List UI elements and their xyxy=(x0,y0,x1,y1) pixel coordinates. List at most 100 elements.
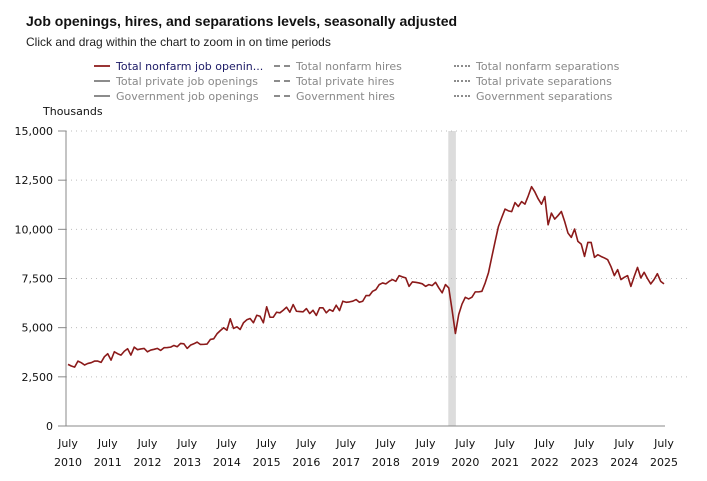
x-tick-label-month: July xyxy=(97,437,118,450)
data-point xyxy=(133,346,135,348)
recession-band xyxy=(448,131,456,426)
legend-item-government-separations[interactable]: Government separations xyxy=(454,88,612,104)
data-point xyxy=(491,256,493,258)
data-point xyxy=(527,195,529,197)
chart-subtitle: Click and drag within the chart to zoom … xyxy=(26,35,331,49)
data-point xyxy=(659,280,661,282)
data-point xyxy=(239,328,241,330)
legend-item-total-private-hires[interactable]: Total private hires xyxy=(274,73,394,89)
x-tick-label-year: 2024 xyxy=(610,456,638,469)
data-point xyxy=(107,353,109,355)
data-point xyxy=(557,214,559,216)
data-point xyxy=(640,277,642,279)
data-point xyxy=(458,313,460,315)
data-point xyxy=(126,348,128,350)
data-point xyxy=(520,200,522,202)
data-point xyxy=(477,291,479,293)
data-point xyxy=(630,285,632,287)
legend-item-government-job-openings[interactable]: Government job openings xyxy=(94,88,259,104)
data-point xyxy=(401,276,403,278)
data-point xyxy=(461,303,463,305)
x-tick-label-year: 2010 xyxy=(54,456,82,469)
legend-item-government-hires[interactable]: Government hires xyxy=(274,88,395,104)
data-point xyxy=(431,284,433,286)
x-tick-label-year: 2015 xyxy=(253,456,281,469)
x-tick-label-year: 2025 xyxy=(650,456,678,469)
dotted-line-swatch-icon xyxy=(454,80,470,82)
data-point xyxy=(428,283,430,285)
data-point xyxy=(259,315,261,317)
x-tick-label-month: July xyxy=(613,437,634,450)
data-point xyxy=(474,291,476,293)
legend-item-total-nonfarm-job-openings[interactable]: Total nonfarm job openin... xyxy=(94,58,263,74)
x-tick-label-month: July xyxy=(653,437,674,450)
data-point xyxy=(633,275,635,277)
data-point xyxy=(411,281,413,283)
data-point xyxy=(275,311,277,313)
x-tick-label-year: 2020 xyxy=(451,456,479,469)
y-tick-label: 5,000 xyxy=(22,322,54,335)
data-point xyxy=(312,309,314,311)
x-tick-label-month: July xyxy=(137,437,158,450)
data-point xyxy=(216,333,218,335)
data-point xyxy=(229,318,231,320)
data-point xyxy=(70,365,72,367)
data-point xyxy=(355,298,357,300)
data-point xyxy=(226,329,228,331)
legend-label: Total private separations xyxy=(476,74,612,88)
x-tick-label-month: July xyxy=(415,437,436,450)
data-point xyxy=(80,361,82,363)
data-point xyxy=(656,272,658,274)
data-point xyxy=(100,361,102,363)
data-point xyxy=(146,351,148,353)
legend-item-total-private-separations[interactable]: Total private separations xyxy=(454,73,612,89)
data-point xyxy=(438,287,440,289)
legend-item-total-nonfarm-hires[interactable]: Total nonfarm hires xyxy=(274,58,402,74)
data-point xyxy=(345,301,347,303)
data-point xyxy=(150,349,152,351)
data-point xyxy=(504,208,506,210)
legend-item-total-nonfarm-separations[interactable]: Total nonfarm separations xyxy=(454,58,619,74)
data-point xyxy=(537,198,539,200)
x-tick-label-month: July xyxy=(574,437,595,450)
data-point xyxy=(554,218,556,220)
data-point xyxy=(272,316,274,318)
data-point xyxy=(375,288,377,290)
data-point xyxy=(587,241,589,243)
x-tick-label-month: July xyxy=(454,437,475,450)
data-point xyxy=(322,307,324,309)
legend-label: Total nonfarm job openin... xyxy=(116,59,264,73)
series-line-total-nonfarm-job-openings xyxy=(67,185,665,368)
data-point xyxy=(232,327,234,329)
data-point xyxy=(67,363,69,365)
data-point xyxy=(318,307,320,309)
data-point xyxy=(388,280,390,282)
x-tick-label-month: July xyxy=(216,437,237,450)
data-point xyxy=(418,282,420,284)
data-point xyxy=(590,241,592,243)
data-point xyxy=(365,294,367,296)
data-point xyxy=(501,216,503,218)
data-point xyxy=(507,210,509,212)
data-point xyxy=(643,271,645,273)
data-point xyxy=(163,347,165,349)
data-point xyxy=(87,362,89,364)
data-point xyxy=(236,326,238,328)
data-point xyxy=(315,314,317,316)
data-point xyxy=(540,203,542,205)
data-point xyxy=(242,322,244,324)
data-point xyxy=(593,256,595,258)
legend-item-total-private-job-openings[interactable]: Total private job openings xyxy=(94,73,258,89)
data-point xyxy=(361,300,363,302)
data-point xyxy=(653,278,655,280)
legend-label: Government hires xyxy=(296,89,395,103)
data-point xyxy=(332,310,334,312)
data-point xyxy=(583,255,585,257)
data-point xyxy=(454,332,456,334)
data-point xyxy=(547,224,549,226)
data-point xyxy=(580,243,582,245)
data-point xyxy=(120,354,122,356)
data-point xyxy=(219,329,221,331)
x-tick-label-year: 2013 xyxy=(173,456,201,469)
